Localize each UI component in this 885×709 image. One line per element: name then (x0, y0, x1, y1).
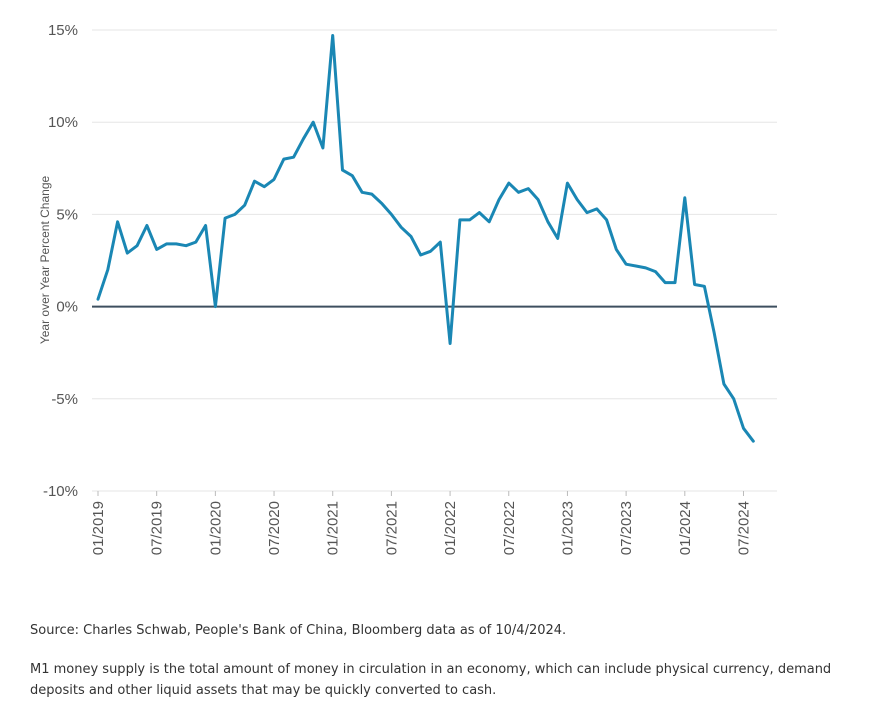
x-tick-label: 07/2022 (501, 501, 518, 555)
y-axis-tick-labels: 15% 10% 5% 0% -5% -10% (43, 22, 78, 500)
x-tick-label: 07/2021 (383, 501, 400, 555)
y-tick-label: 0% (56, 299, 78, 316)
x-tick-label: 01/2020 (207, 501, 224, 555)
gridlines (92, 29, 777, 492)
y-tick-label: -5% (51, 391, 78, 408)
y-tick-label: -10% (43, 483, 78, 500)
x-tick-label: 01/2022 (442, 501, 459, 555)
x-tick-label: 07/2024 (735, 501, 752, 555)
source-note: Source: Charles Schwab, People's Bank of… (30, 623, 567, 638)
y-tick-label: 10% (48, 114, 78, 131)
x-tick-label: 07/2023 (618, 501, 635, 555)
description-note: M1 money supply is the total amount of m… (30, 662, 832, 698)
x-tick-label: 01/2021 (325, 501, 342, 555)
y-tick-label: 15% (48, 22, 78, 39)
x-tick-label: 01/2019 (90, 501, 107, 555)
m1-money-supply-chart: 15%10%5%0%-5%-10% 01/2019 07/2019 01/2020 0… (38, 22, 777, 555)
x-tick-label: 07/2019 (149, 501, 166, 555)
x-axis-tick-labels: 01/2019 07/2019 01/2020 07/2020 01/2021 07/20… (90, 491, 752, 555)
x-tick-label: 01/2024 (677, 501, 694, 555)
series-line (96, 34, 755, 443)
x-tick-label: 01/2023 (559, 501, 576, 555)
y-tick-label: 5% (56, 206, 78, 223)
x-tick-label: 07/2020 (266, 501, 283, 555)
y-axis-label: Year over Year Percent Change (38, 176, 52, 345)
